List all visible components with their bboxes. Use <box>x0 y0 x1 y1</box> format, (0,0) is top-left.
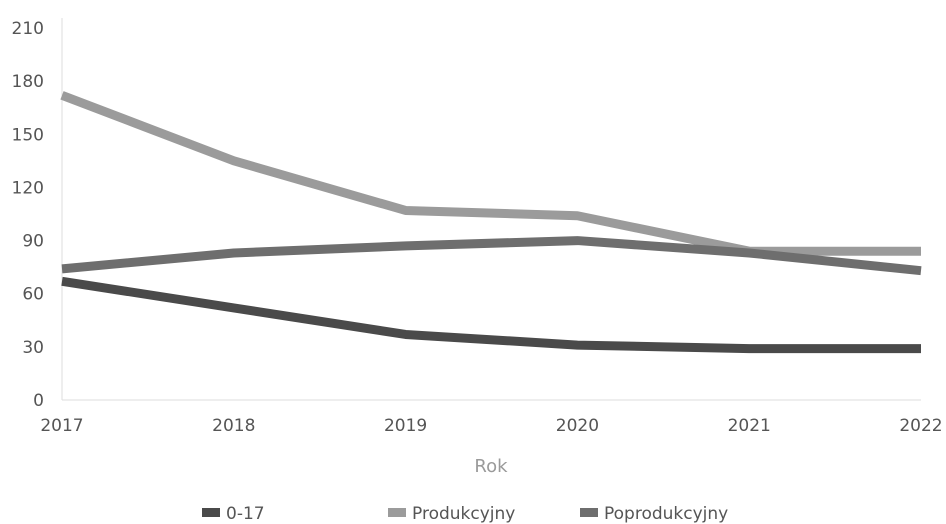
y-tick-label: 30 <box>22 338 44 358</box>
y-tick-label: 120 <box>12 178 44 198</box>
legend-swatch <box>580 508 598 517</box>
legend-label: 0-17 <box>226 504 265 524</box>
x-tick-label: 2022 <box>899 416 942 436</box>
x-tick-label: 2018 <box>212 416 255 436</box>
legend-swatch <box>202 508 220 517</box>
series-lines <box>60 91 922 354</box>
legend: 0-17 Produkcyjny Poprodukcyjny <box>202 504 728 524</box>
y-axis-ticks: 0 30 60 90 120 150 180 210 <box>12 19 44 411</box>
series-line-2 <box>61 236 922 276</box>
x-tick-label: 2017 <box>40 416 83 436</box>
series-line-0 <box>61 276 921 354</box>
x-axis-title: Rok <box>474 456 508 477</box>
y-tick-label: 0 <box>33 391 44 411</box>
series-line-1 <box>60 91 921 256</box>
legend-label: Poprodukcyjny <box>604 504 728 524</box>
y-tick-label: 150 <box>12 125 44 145</box>
legend-label: Produkcyjny <box>412 504 515 524</box>
x-tick-label: 2021 <box>728 416 771 436</box>
y-tick-label: 60 <box>22 285 44 305</box>
y-tick-label: 180 <box>12 72 44 92</box>
x-axis-ticks: 2017 2018 2019 2020 2021 2022 <box>40 416 942 436</box>
y-tick-label: 90 <box>22 232 44 252</box>
x-tick-label: 2019 <box>384 416 427 436</box>
y-tick-label: 210 <box>12 19 44 39</box>
legend-swatch <box>388 508 406 517</box>
x-tick-label: 2020 <box>556 416 599 436</box>
